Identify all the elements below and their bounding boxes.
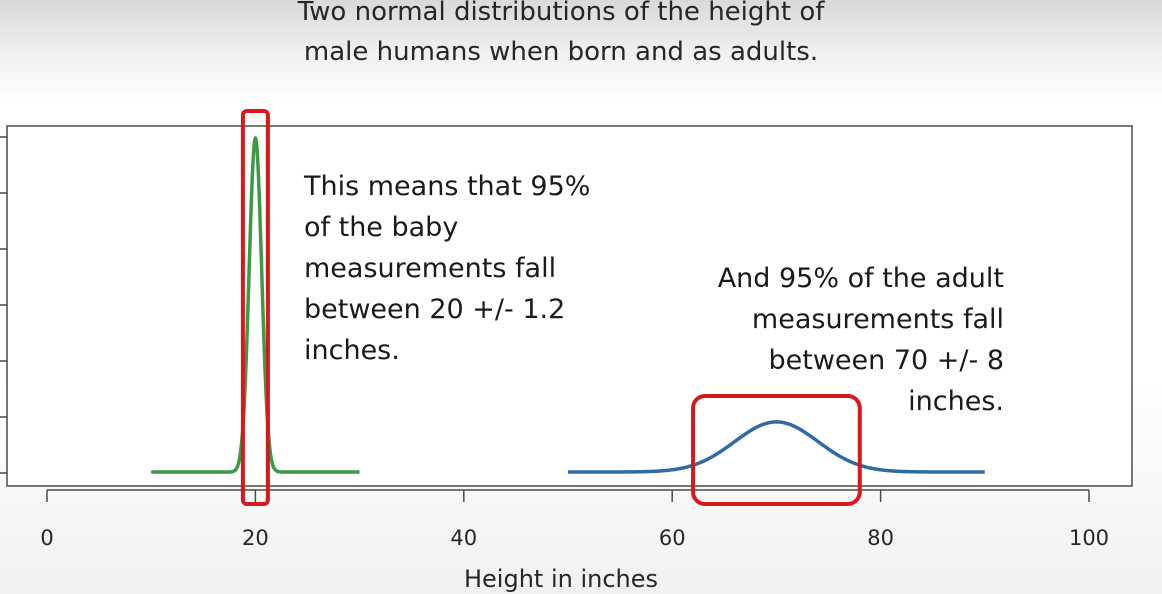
x-tick-label: 20 <box>242 526 269 550</box>
x-tick-label: 40 <box>450 526 477 550</box>
annotation-adult-line: measurements fall <box>752 304 1004 335</box>
annotation-adult-line: inches. <box>908 386 1004 417</box>
x-axis-ticks: 0 20 40 60 80 100 <box>40 490 1109 550</box>
annotation-birth-line: between 20 +/- 1.2 <box>304 294 565 325</box>
y-axis-ticks <box>0 136 7 474</box>
chart-title-line-2: male humans when born and as adults. <box>304 37 818 67</box>
annotation-birth-line: This means that 95% <box>303 171 590 202</box>
annotation-birth-line: measurements fall <box>304 253 556 284</box>
series-line-adult <box>567 420 986 474</box>
annotation-birth-line: inches. <box>304 335 400 366</box>
x-tick-label: 60 <box>659 526 686 550</box>
annotation-birth-line: of the baby <box>304 212 458 243</box>
annotation-birth: This means that 95% of the baby measurem… <box>303 171 590 366</box>
annotation-adult: And 95% of the adult measurements fall b… <box>718 263 1004 417</box>
annotation-adult-line: And 95% of the adult <box>718 263 1004 294</box>
chart-title-line-1: Two normal distributions of the height o… <box>297 0 826 27</box>
highlight-box-adult <box>691 394 862 506</box>
annotation-adult-line: between 70 +/- 8 <box>769 345 1005 376</box>
plot-frame <box>6 125 1133 487</box>
series-line-birth <box>149 136 361 474</box>
x-tick-label: 80 <box>867 526 894 550</box>
x-tick-label: 100 <box>1069 526 1109 550</box>
x-tick-label: 0 <box>40 526 53 550</box>
x-axis-label: Height in inches <box>464 565 658 593</box>
chart-title: Two normal distributions of the height o… <box>297 0 826 67</box>
highlight-box-birth <box>240 109 270 506</box>
